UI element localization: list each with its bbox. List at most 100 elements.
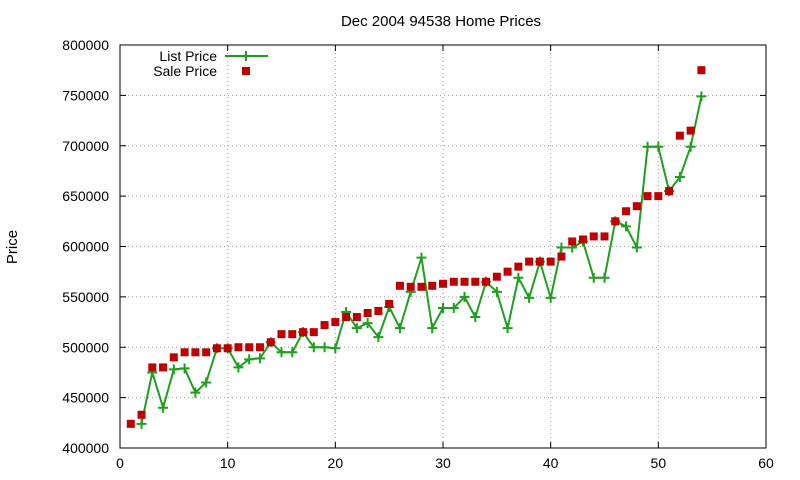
- list-price-point: [653, 141, 664, 152]
- grid: [120, 45, 766, 448]
- list-price-point: [276, 347, 287, 358]
- list-price-point: [599, 272, 610, 283]
- sale-price-point: [148, 363, 157, 372]
- x-tick-label: 0: [116, 455, 124, 471]
- list-price-point: [362, 318, 373, 329]
- sale-price-point: [288, 330, 297, 339]
- sale-price-point: [126, 419, 135, 428]
- list-price-point: [416, 252, 427, 263]
- y-tick-label: 400000: [62, 440, 109, 456]
- sale-price-point: [234, 343, 243, 352]
- plot-frame: [119, 44, 767, 449]
- sale-price-point: [514, 262, 523, 271]
- sale-price-point: [374, 306, 383, 315]
- sale-price-point: [320, 321, 329, 330]
- legend-label-sale-price: Sale Price: [153, 63, 217, 79]
- list-price-point: [556, 242, 567, 253]
- sale-price-point: [255, 343, 264, 352]
- sale-price-point: [535, 257, 544, 266]
- list-price-point: [319, 342, 330, 353]
- legend-marker-list-price: [241, 51, 251, 61]
- sale-price-point: [568, 237, 577, 246]
- sale-price-point: [191, 348, 200, 357]
- list-price-point: [351, 323, 362, 334]
- sale-price-point: [202, 348, 211, 357]
- sale-price-point: [600, 232, 609, 241]
- series-sale-price: [126, 66, 706, 428]
- sale-price-point: [589, 232, 598, 241]
- list-price-point: [448, 302, 459, 313]
- list-price-point: [470, 312, 481, 323]
- x-tick-label: 30: [435, 455, 451, 471]
- x-tick-label: 50: [651, 455, 667, 471]
- list-price-point: [373, 332, 384, 343]
- list-price-point: [158, 402, 169, 413]
- list-price-point: [233, 362, 244, 373]
- sale-price-point: [449, 277, 458, 286]
- sale-price-point: [212, 344, 221, 353]
- sale-price-point: [417, 282, 426, 291]
- sale-price-point: [546, 257, 555, 266]
- sale-price-point: [439, 279, 447, 288]
- sale-price-point: [675, 131, 684, 140]
- list-price-point: [621, 221, 632, 232]
- sale-price-point: [503, 267, 512, 276]
- sale-price-point: [406, 282, 415, 291]
- sale-price-point: [245, 343, 254, 352]
- list-price-point: [502, 323, 513, 334]
- list-price-point: [513, 272, 524, 283]
- sale-price-point: [309, 328, 318, 337]
- x-tick-label: 40: [543, 455, 559, 471]
- sale-price-point: [363, 308, 372, 317]
- y-tick-label: 800000: [62, 37, 109, 53]
- list-price-point: [459, 291, 470, 302]
- list-price-point: [254, 353, 265, 364]
- sale-price-point: [578, 235, 587, 244]
- sale-price-point: [299, 328, 308, 337]
- list-price-point: [524, 292, 535, 303]
- sale-price-point: [277, 330, 286, 339]
- list-price-point: [394, 323, 405, 334]
- sale-price-point: [159, 363, 168, 372]
- sale-price-point: [643, 192, 652, 201]
- x-tick-label: 10: [220, 455, 236, 471]
- legend-label-list-price: List Price: [159, 48, 217, 64]
- sale-price-point: [180, 348, 189, 357]
- legend-marker-sale-price: [242, 67, 250, 75]
- sale-price-point: [686, 126, 695, 135]
- sale-price-point: [428, 281, 437, 290]
- sale-price-point: [395, 281, 404, 290]
- list-price-point: [179, 363, 190, 374]
- list-price-point: [588, 272, 599, 283]
- sale-price-point: [557, 252, 566, 261]
- list-price-point: [330, 343, 341, 354]
- sale-price-point: [697, 66, 706, 75]
- series-list-price: [136, 91, 707, 429]
- sale-price-point: [137, 410, 146, 419]
- list-price-point: [642, 141, 653, 152]
- y-tick-label: 450000: [62, 390, 109, 406]
- list-price-point: [674, 171, 685, 182]
- sale-price-point: [525, 257, 534, 266]
- x-tick-label: 60: [758, 455, 774, 471]
- sale-price-point: [352, 313, 361, 322]
- sale-price-point: [266, 338, 275, 347]
- sale-price-point: [169, 353, 178, 362]
- ticks: 0 10 20 30 40 50 60 400000 450000 500000 550000 600…: [62, 37, 774, 471]
- sale-price-point: [471, 277, 480, 286]
- list-price-point: [308, 342, 319, 353]
- list-price-point: [168, 364, 179, 375]
- sale-price-point: [460, 277, 469, 286]
- list-price-point: [696, 91, 707, 102]
- chart-title: Dec 2004 94538 Home Prices: [341, 13, 541, 30]
- list-price-point: [201, 377, 212, 388]
- list-price-point: [244, 354, 255, 365]
- y-tick-label: 700000: [62, 138, 109, 154]
- sale-price-point: [331, 318, 340, 327]
- sale-price-point: [632, 202, 641, 211]
- list-price-point: [427, 323, 438, 334]
- sale-price-point: [223, 344, 232, 353]
- list-price-point: [438, 302, 448, 313]
- sale-price-point: [492, 272, 501, 281]
